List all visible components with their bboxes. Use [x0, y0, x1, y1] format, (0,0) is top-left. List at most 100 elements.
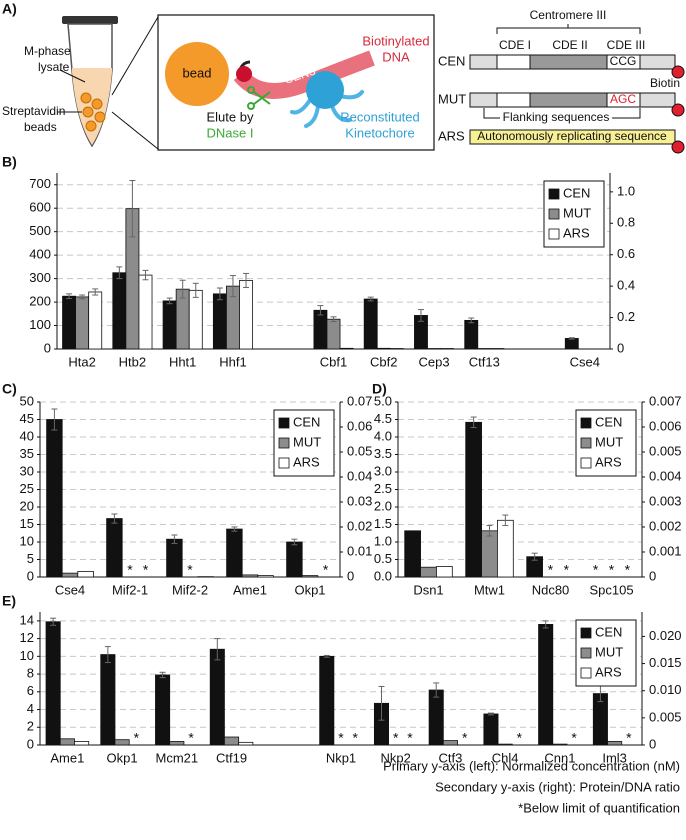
error-bar — [531, 552, 538, 561]
value-label: * — [571, 730, 577, 746]
error-bar — [229, 275, 236, 298]
y-tick-label: 35 — [20, 446, 34, 461]
y-tick-label: 2.0 — [374, 498, 392, 513]
diagram-text: lysate — [38, 60, 70, 74]
y2-tick-label: 0.007 — [649, 393, 682, 408]
value-label: * — [127, 562, 133, 578]
diagram-text: ARS — [438, 128, 465, 143]
diagram-text: DNase I — [207, 125, 254, 140]
bar — [45, 621, 61, 746]
legend-label: ARS — [595, 664, 622, 679]
legend-label: MUT — [595, 644, 623, 659]
error-bar — [367, 296, 374, 302]
error-bar — [502, 514, 509, 527]
y2-tick-label: 0.020 — [649, 628, 682, 643]
error-bar — [243, 272, 250, 289]
error-bar — [317, 305, 324, 316]
kinetochore — [290, 71, 364, 128]
y-tick-label: 600 — [29, 200, 51, 215]
error-bar — [116, 266, 123, 280]
y2-tick-label: 0.05 — [347, 443, 372, 458]
x-tick-label: Mtw1 — [474, 582, 505, 597]
y-tick-label: 25 — [20, 481, 34, 496]
legend-label: MUT — [563, 205, 591, 220]
x-tick-label: Ctf13 — [469, 354, 500, 369]
bar — [420, 566, 437, 578]
y-tick-label: 2.5 — [374, 481, 392, 496]
bar — [428, 689, 444, 746]
bar — [238, 741, 254, 746]
bar — [313, 309, 328, 350]
y-tick-label: 10 — [20, 533, 34, 548]
bar — [607, 741, 623, 746]
y-tick-label: 50 — [20, 393, 34, 408]
y2-tick-label: 0 — [347, 568, 354, 583]
value-label: * — [517, 730, 523, 746]
bar — [404, 530, 421, 578]
value-label: * — [143, 562, 149, 578]
y-tick-label: 4 — [27, 701, 34, 716]
bar — [257, 575, 274, 578]
y-tick-label: 30 — [20, 463, 34, 478]
y-tick-label: 0.0 — [374, 568, 392, 583]
legend-swatch — [580, 647, 592, 659]
legend-swatch — [278, 457, 290, 469]
bar — [169, 741, 185, 746]
y2-tick-label: 0.010 — [649, 682, 682, 697]
legend-label: CEN — [595, 414, 622, 429]
value-label: * — [393, 730, 399, 746]
x-tick-label: Ctf19 — [216, 750, 247, 765]
y-tick-label: 100 — [29, 317, 51, 332]
error-bar — [142, 269, 149, 281]
error-bar — [486, 525, 493, 537]
error-bar — [171, 534, 178, 544]
bar — [464, 319, 479, 350]
bar — [155, 674, 171, 746]
bar — [497, 743, 513, 746]
panel-label: A) — [2, 1, 17, 17]
x-tick-label: Okp1 — [294, 582, 325, 597]
x-tick-label: Cep3 — [419, 354, 450, 369]
x-tick-label: Nkp1 — [326, 750, 356, 765]
bar — [62, 295, 77, 350]
error-bar — [179, 279, 186, 299]
value-label: * — [462, 730, 468, 746]
y2-tick-label: 0.015 — [649, 655, 682, 670]
value-label: * — [593, 562, 599, 578]
diagram-text: Centromere III — [530, 8, 607, 22]
bar — [552, 743, 568, 746]
inset-box — [157, 14, 435, 151]
x-tick-label: Ame1 — [233, 582, 267, 597]
x-tick-label: Ndc80 — [532, 582, 570, 597]
value-label: * — [188, 730, 194, 746]
y2-tick-label: 0.8 — [617, 215, 635, 230]
y-tick-label: 3.0 — [374, 463, 392, 478]
y-tick-label: 0 — [44, 340, 51, 355]
bar — [77, 571, 94, 578]
bar — [61, 572, 79, 578]
error-bar — [129, 180, 136, 238]
y-tick-label: 0 — [27, 736, 34, 751]
bar — [497, 519, 514, 578]
y2-tick-label: 0 — [649, 568, 656, 583]
legend-label: ARS — [595, 454, 622, 469]
error-bar — [330, 316, 337, 323]
legend-swatch — [580, 437, 592, 449]
diagram-text: CDE III — [607, 38, 646, 52]
diagram-text: Reconstituted — [340, 109, 420, 124]
x-tick-label: Spc105 — [589, 582, 633, 597]
error-bar — [51, 408, 58, 431]
error-bar — [66, 293, 73, 300]
diagram-text: Elute by — [207, 109, 254, 124]
note: Secondary y-axis (right): Protein/DNA ra… — [435, 779, 680, 794]
bar — [74, 741, 90, 746]
error-bar — [470, 416, 477, 429]
sequence-bar — [469, 54, 685, 154]
x-tick-label: Hhf1 — [219, 354, 246, 369]
error-bar — [50, 617, 57, 626]
legend-swatch — [278, 417, 290, 429]
y2-tick-label: 0 — [617, 340, 624, 355]
diagram-text: bead — [183, 65, 212, 80]
x-tick-label: Cbf1 — [320, 354, 347, 369]
bar — [564, 338, 579, 350]
